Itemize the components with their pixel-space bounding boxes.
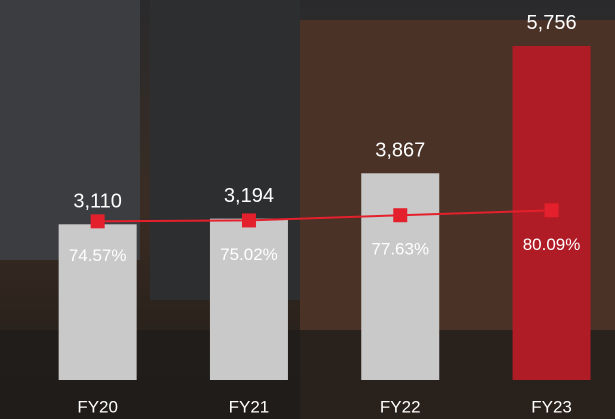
x-tick-label: FY23 [531, 397, 572, 416]
bar [361, 173, 439, 380]
chart: 3,110 FY20 3,194 FY21 3,867 FY22 5,756 FY23 74.5… [0, 0, 615, 419]
line-marker [242, 213, 256, 227]
line-value-label: 77.63% [371, 240, 429, 259]
line-value-label: 75.02% [220, 245, 278, 264]
bar-value-label: 3,194 [224, 185, 274, 207]
line-marker [545, 203, 559, 217]
line-marker [91, 214, 105, 228]
line-value-label: 80.09% [523, 235, 581, 254]
bar-value-label: 5,756 [527, 12, 577, 34]
line-value-label: 74.57% [69, 246, 127, 265]
bar-value-label: 3,867 [375, 140, 425, 162]
line-marker [393, 208, 407, 222]
x-tick-label: FY22 [380, 397, 421, 416]
x-tick-label: FY20 [77, 397, 118, 416]
x-tick-label: FY21 [229, 397, 270, 416]
bar-value-label: 3,110 [73, 191, 122, 213]
page: 3,110 FY20 3,194 FY21 3,867 FY22 5,756 FY23 74.5… [0, 0, 615, 419]
bar [210, 219, 288, 380]
